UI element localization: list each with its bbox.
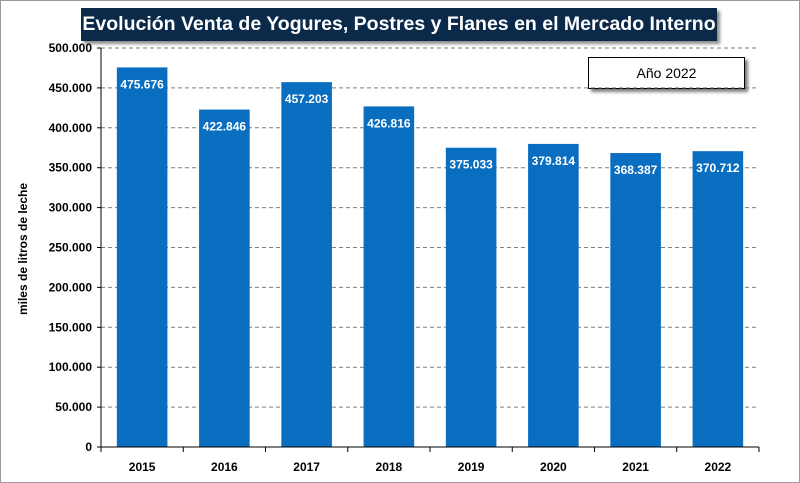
x-tick-label: 2019 (458, 460, 485, 474)
bar (363, 106, 415, 448)
y-tick-label: 50.000 (55, 400, 92, 414)
bar (610, 153, 661, 448)
data-label: 457.203 (285, 92, 329, 106)
data-label: 426.816 (367, 116, 411, 130)
x-tick-label: 2021 (622, 460, 649, 474)
bar (199, 109, 250, 447)
bar (528, 143, 579, 447)
y-tick-label: 450.000 (49, 81, 93, 95)
x-tick-label: 2015 (129, 460, 156, 474)
data-label: 370.712 (696, 161, 740, 175)
x-tick-label: 2018 (376, 460, 403, 474)
data-label: 375.033 (449, 158, 493, 172)
data-label: 379.814 (532, 154, 576, 168)
data-label: 368.387 (614, 163, 658, 177)
x-tick-label: 2016 (211, 460, 238, 474)
bars (116, 67, 744, 448)
x-tick-label: 2020 (540, 460, 567, 474)
y-tick-label: 250.000 (49, 241, 93, 255)
axes (97, 47, 760, 452)
y-tick-label: 150.000 (49, 320, 93, 334)
legend-label: Año 2022 (588, 57, 745, 89)
y-tick-label: 400.000 (49, 121, 93, 135)
labels: 0 50.000 100.000 150.000 200.000 250.000 300.0… (49, 41, 740, 474)
bar (692, 151, 744, 448)
x-tick-label: 2022 (705, 460, 732, 474)
y-tick-label: 500.000 (49, 41, 93, 55)
data-label: 475.676 (120, 77, 164, 91)
bar (445, 147, 497, 447)
chart-title: Evolución Venta de Yogures, Postres y Fl… (81, 8, 717, 41)
bar (281, 82, 332, 447)
x-tick-label: 2017 (293, 460, 320, 474)
y-tick-label: 300.000 (49, 201, 93, 215)
y-tick-label: 100.000 (49, 360, 93, 374)
y-tick-label: 200.000 (49, 280, 93, 294)
y-tick-label: 0 (85, 440, 92, 454)
bar (116, 67, 168, 447)
y-tick-label: 350.000 (49, 161, 93, 175)
data-label: 422.846 (203, 120, 247, 134)
